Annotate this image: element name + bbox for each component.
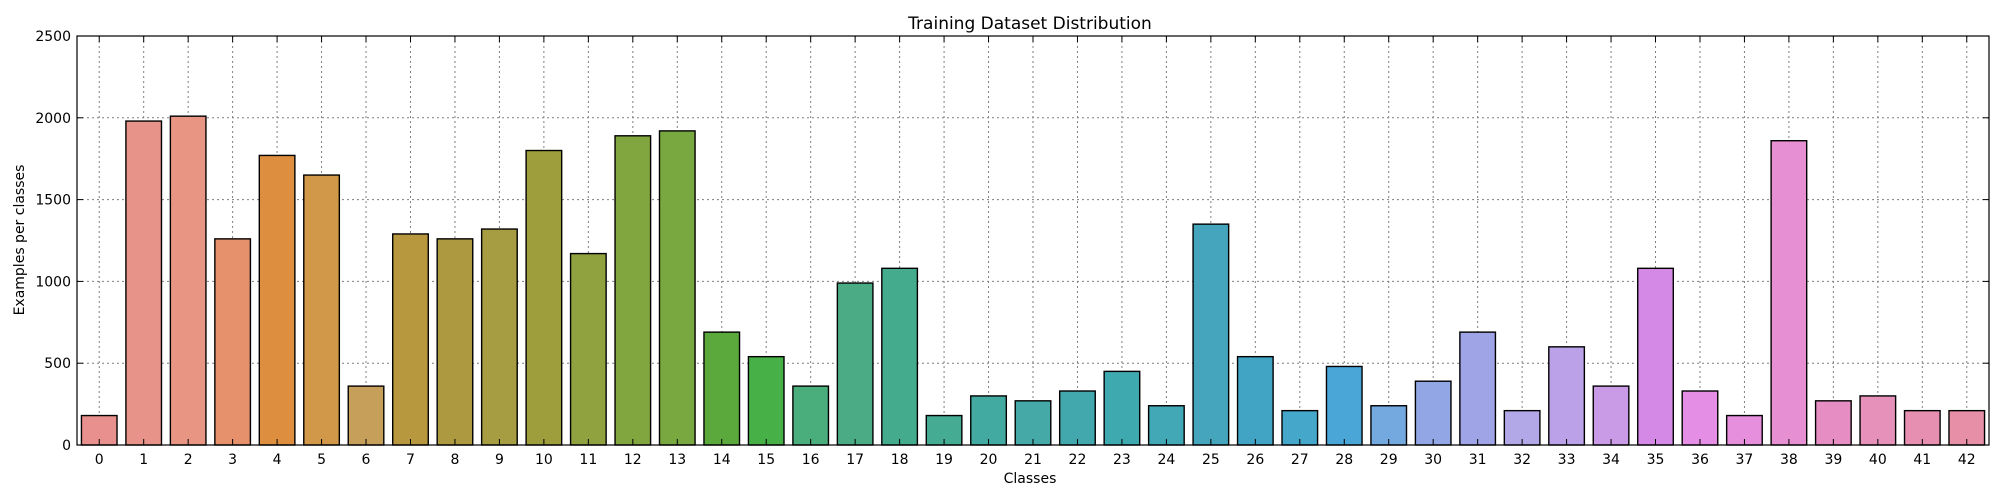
chart-title: Training Dataset Distribution <box>907 14 1152 34</box>
x-tick-label: 7 <box>406 452 415 468</box>
bar-class-30 <box>1414 380 1452 446</box>
x-tick-label: 1 <box>139 452 148 468</box>
bar-class-22 <box>1058 390 1096 446</box>
x-tick-label: 0 <box>95 452 104 468</box>
x-tick-label: 25 <box>1202 452 1220 468</box>
bar-class-4 <box>258 154 296 446</box>
bar-class-5 <box>303 174 341 446</box>
x-tick-label: 13 <box>668 452 686 468</box>
bar-class-24 <box>1147 405 1185 446</box>
y-tick-label: 500 <box>44 356 71 372</box>
x-tick-label: 14 <box>713 452 731 468</box>
bar-class-15 <box>747 355 785 446</box>
bar-class-36 <box>1681 390 1719 446</box>
bar-class-13 <box>658 130 696 446</box>
bar-class-12 <box>614 135 652 446</box>
bar-class-18 <box>881 267 919 446</box>
x-tick-label: 22 <box>1069 452 1087 468</box>
bar-class-28 <box>1325 365 1363 446</box>
x-tick-label: 24 <box>1157 452 1175 468</box>
grid-layer <box>77 36 1989 445</box>
x-tick-label: 21 <box>1024 452 1042 468</box>
x-tick-label: 12 <box>624 452 642 468</box>
bar-class-1 <box>125 120 163 446</box>
bar-class-3 <box>214 238 252 446</box>
x-tick-label: 28 <box>1335 452 1353 468</box>
x-tick-label: 39 <box>1824 452 1842 468</box>
x-tick-label: 11 <box>579 452 597 468</box>
bar-class-34 <box>1592 385 1630 446</box>
x-tick-label: 20 <box>980 452 998 468</box>
x-tick-label: 19 <box>935 452 953 468</box>
bar-class-9 <box>480 228 518 446</box>
y-tick-label: 0 <box>62 438 71 454</box>
bar-class-29 <box>1370 405 1408 446</box>
x-tick-label: 18 <box>891 452 909 468</box>
bar-class-35 <box>1637 267 1674 446</box>
bar-class-6 <box>347 385 385 446</box>
y-tick-label: 1000 <box>35 274 71 290</box>
bar-class-38 <box>1770 140 1808 446</box>
x-tick-label: 6 <box>362 452 371 468</box>
bar-class-33 <box>1548 346 1586 446</box>
bar-class-40 <box>1859 395 1897 446</box>
x-tick-label: 9 <box>495 452 504 468</box>
bar-class-17 <box>836 282 874 446</box>
bar-class-21 <box>1014 400 1052 446</box>
y-tick-label: 2500 <box>35 29 71 45</box>
x-tick-label: 10 <box>535 452 553 468</box>
bar-class-39 <box>1814 400 1852 446</box>
x-tick-label: 5 <box>317 452 326 468</box>
bar-class-31 <box>1459 331 1497 446</box>
bar-layer <box>80 115 1986 446</box>
x-tick-label: 15 <box>757 452 775 468</box>
x-tick-label: 8 <box>450 452 459 468</box>
x-tick-label: 32 <box>1513 452 1531 468</box>
bar-class-16 <box>792 385 830 446</box>
x-tick-label: 3 <box>228 452 237 468</box>
x-tick-label: 36 <box>1691 452 1709 468</box>
bar-class-14 <box>703 331 741 446</box>
x-tick-label: 41 <box>1913 452 1931 468</box>
bar-class-2 <box>169 115 207 446</box>
bar-class-8 <box>436 238 474 446</box>
bar-class-10 <box>525 149 563 446</box>
x-tick-label: 37 <box>1736 452 1754 468</box>
bar-class-23 <box>1103 370 1141 446</box>
x-tick-label: 30 <box>1424 452 1442 468</box>
bar-class-25 <box>1192 223 1230 446</box>
x-tick-label: 2 <box>184 452 193 468</box>
x-tick-label: 42 <box>1958 452 1976 468</box>
bar-class-7 <box>392 233 429 446</box>
x-tick-label: 26 <box>1246 452 1264 468</box>
x-tick-label: 4 <box>273 452 282 468</box>
x-tick-label: 35 <box>1647 452 1665 468</box>
x-tick-label: 29 <box>1380 452 1398 468</box>
x-tick-label: 27 <box>1291 452 1309 468</box>
x-tick-label: 33 <box>1558 452 1576 468</box>
x-tick-label: 31 <box>1469 452 1487 468</box>
x-tick-label: 40 <box>1869 452 1887 468</box>
x-axis-label: Classes <box>1004 471 1057 487</box>
x-tick-label: 34 <box>1602 452 1620 468</box>
bar-class-11 <box>569 252 607 446</box>
x-tick-label: 23 <box>1113 452 1131 468</box>
y-tick-label: 2000 <box>35 111 71 127</box>
bar-class-20 <box>970 395 1008 446</box>
y-tick-label: 1500 <box>35 193 71 209</box>
x-tick-label: 38 <box>1780 452 1798 468</box>
bar-class-26 <box>1236 355 1274 446</box>
x-tick-label: 16 <box>802 452 820 468</box>
x-tick-label: 17 <box>846 452 864 468</box>
y-axis-label: Examples per classes <box>12 165 28 316</box>
